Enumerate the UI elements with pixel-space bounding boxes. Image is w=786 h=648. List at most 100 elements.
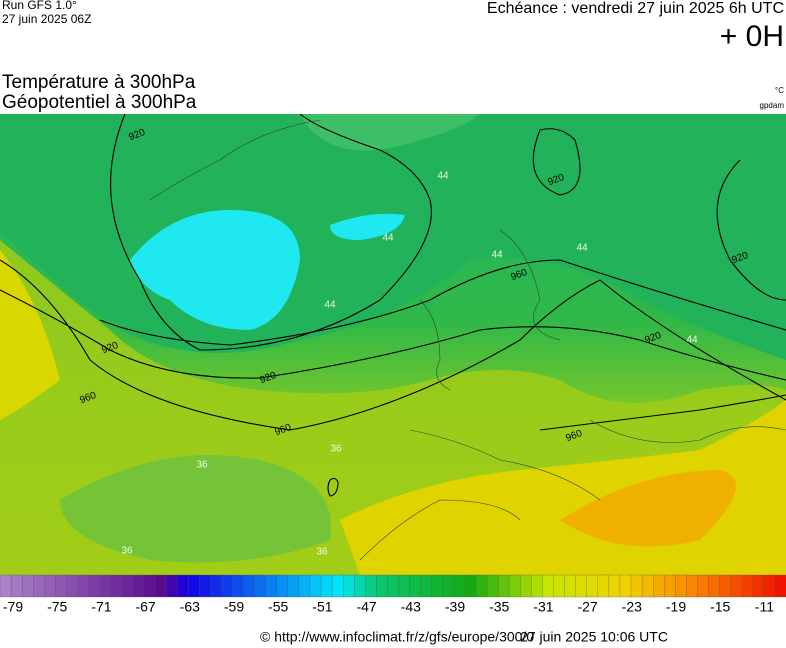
colorbar-swatch — [653, 574, 665, 598]
cold-pool-2 — [330, 213, 405, 240]
colorbar-swatch — [154, 574, 167, 598]
colorbar-swatch — [398, 574, 411, 598]
colorbar-swatch — [121, 574, 134, 598]
temp-label: 44 — [576, 243, 588, 254]
colorbar-swatch — [752, 574, 765, 598]
colorbar-swatch — [675, 574, 688, 598]
colorbar-swatch — [309, 574, 322, 598]
colorbar-swatch — [176, 574, 189, 598]
colorbar-swatch — [132, 574, 145, 598]
colorbar-label: -23 — [622, 599, 642, 615]
temp-label: 44 — [382, 233, 394, 244]
offset: + 0H — [720, 20, 784, 53]
colorbar-swatch — [265, 574, 278, 598]
colorbar-swatch — [21, 574, 34, 598]
temp-label: 44 — [437, 171, 449, 182]
colorbar-label: -35 — [489, 599, 509, 615]
colorbar-label: -31 — [533, 599, 553, 615]
title-geo: Géopotentiel à 300hPa — [2, 92, 197, 113]
colorbar-swatch — [298, 574, 311, 598]
colorbar-swatch — [664, 574, 676, 598]
colorbar-swatch — [10, 574, 23, 598]
colorbar-label: -43 — [401, 599, 421, 615]
colorbar-swatch — [387, 574, 400, 598]
colorbar-swatch — [708, 574, 721, 598]
colorbar-swatch — [509, 574, 521, 598]
colorbar-swatch — [475, 574, 488, 598]
north-patch — [300, 114, 480, 151]
colorbar-swatch — [320, 574, 333, 598]
colorbar-swatch — [774, 574, 786, 598]
temp-label: 44 — [686, 335, 698, 346]
temp-label: 36 — [316, 547, 328, 558]
colorbar-swatch — [520, 574, 533, 598]
colorbar-swatch — [77, 574, 90, 598]
contours — [0, 113, 786, 497]
colorbar-label: -55 — [268, 599, 288, 615]
colorbar-swatch — [564, 574, 577, 598]
colorbar-swatch — [542, 574, 555, 598]
colorbar-swatch — [343, 574, 355, 598]
colorbar-swatch — [697, 574, 710, 598]
colorbar-swatch — [730, 574, 743, 598]
colorbar-swatch — [88, 574, 101, 598]
temp-label: 44 — [324, 300, 336, 311]
colorbar-swatch — [553, 574, 566, 598]
colorbar-swatch — [243, 574, 256, 598]
colorbar-label: -19 — [666, 599, 686, 615]
colorbar-swatch — [641, 574, 654, 598]
colorbar-swatch — [597, 574, 610, 598]
colorbar-swatch — [741, 574, 754, 598]
colorbar-swatch — [99, 574, 112, 598]
colorbar-label: -67 — [135, 599, 155, 615]
colorbar-swatch — [199, 574, 211, 598]
temp-label: 36 — [121, 546, 133, 557]
colorbar-label: -47 — [356, 599, 376, 615]
colorbar-label: -39 — [445, 599, 465, 615]
temp-label: 36 — [330, 444, 342, 455]
unit-geo: gpdam — [760, 101, 785, 110]
colorbar-label: -15 — [710, 599, 730, 615]
colorbar-label: -59 — [224, 599, 244, 615]
colorbar: -79 -75 -71 -67 -63 -59 -55 -51 -47 -43 -39 -35 -31 -… — [0, 574, 786, 615]
colorbar-swatch — [608, 574, 621, 598]
cold-pool — [130, 210, 300, 330]
temp-label: 44 — [491, 250, 503, 261]
colorbar-swatch — [686, 574, 699, 598]
colorbar-swatch — [409, 574, 422, 598]
colorbar-swatch — [531, 574, 544, 598]
colorbar-label: -51 — [312, 599, 332, 615]
colorbar-swatch — [630, 574, 643, 598]
colorbar-swatch — [331, 574, 344, 598]
title-temp: Température à 300hPa — [2, 72, 196, 93]
colorbar-swatch — [442, 574, 455, 598]
map — [0, 113, 786, 575]
colorbar-swatch — [254, 574, 267, 598]
colorbar-label: -27 — [577, 599, 597, 615]
colorbar-swatch — [276, 574, 289, 598]
colorbar-swatch — [453, 574, 466, 598]
west-yellow — [0, 250, 60, 420]
source: © http://www.infoclimat.fr/z/gfs/europe/… — [260, 629, 534, 645]
generated: 27 juin 2025 10:06 UTC — [520, 629, 668, 645]
temp-label: 36 — [196, 460, 208, 471]
colorbar-swatch — [354, 574, 366, 598]
coastlines — [149, 119, 786, 561]
colorbar-swatch — [188, 574, 200, 598]
colorbar-swatch — [619, 574, 632, 598]
colorbar-swatch — [287, 574, 300, 598]
colorbar-label: -63 — [180, 599, 200, 615]
warm-core — [560, 470, 736, 547]
colorbar-swatch — [498, 574, 510, 598]
colorbar-swatch — [365, 574, 378, 598]
run-date: 27 juin 2025 06Z — [2, 12, 91, 26]
colorbar-swatch — [486, 574, 499, 598]
colorbar-swatch — [165, 574, 178, 598]
colorbar-swatch — [55, 574, 68, 598]
unit-temp: °C — [775, 86, 784, 95]
colorbar-label: -71 — [91, 599, 111, 615]
south-green — [60, 455, 332, 563]
colorbar-swatch — [232, 574, 245, 598]
echeance: Echéance : vendredi 27 juin 2025 6h UTC — [487, 0, 784, 17]
